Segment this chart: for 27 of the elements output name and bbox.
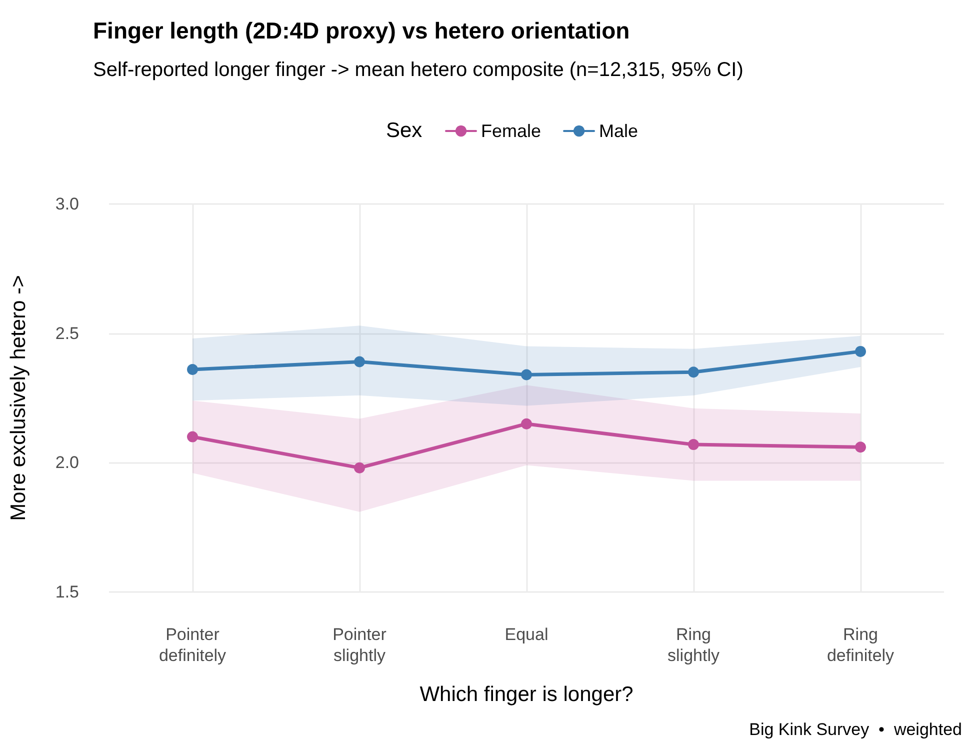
y-tick-label: 1.5 xyxy=(55,582,79,602)
point xyxy=(688,366,699,378)
legend-label: Male xyxy=(599,121,638,141)
point xyxy=(855,442,866,453)
x-tick-label: Ring slightly xyxy=(668,625,720,665)
point xyxy=(688,439,699,450)
point xyxy=(187,364,198,376)
point xyxy=(521,418,532,430)
point xyxy=(354,356,365,368)
x-tick-label: Equal xyxy=(504,625,548,644)
x-axis-title: Which finger is longer? xyxy=(420,683,634,706)
legend-title: Sex xyxy=(386,119,423,142)
point xyxy=(354,462,365,474)
x-tick-label: Ring definitely xyxy=(826,625,895,665)
y-tick-label: 2.0 xyxy=(55,453,79,472)
chart-title: Finger length (2D:4D proxy) vs hetero orientation xyxy=(93,18,630,44)
x-tick-label: Pointer slightly xyxy=(332,625,387,665)
chart-subtitle: Self-reported longer finger -> mean hetero composite (n=12,315, 95% CI) xyxy=(93,59,744,81)
y-tick-label: 3.0 xyxy=(55,194,79,214)
point xyxy=(855,346,866,357)
y-axis-title: More exclusively hetero -> xyxy=(7,275,30,521)
point xyxy=(187,431,198,442)
text: Big Kink Survey • weighted xyxy=(749,720,962,739)
legend-label: Female xyxy=(481,121,542,141)
point xyxy=(521,369,532,380)
x-tick-label: Pointer definitely xyxy=(158,625,227,665)
y-tick-label: 2.5 xyxy=(55,324,79,343)
